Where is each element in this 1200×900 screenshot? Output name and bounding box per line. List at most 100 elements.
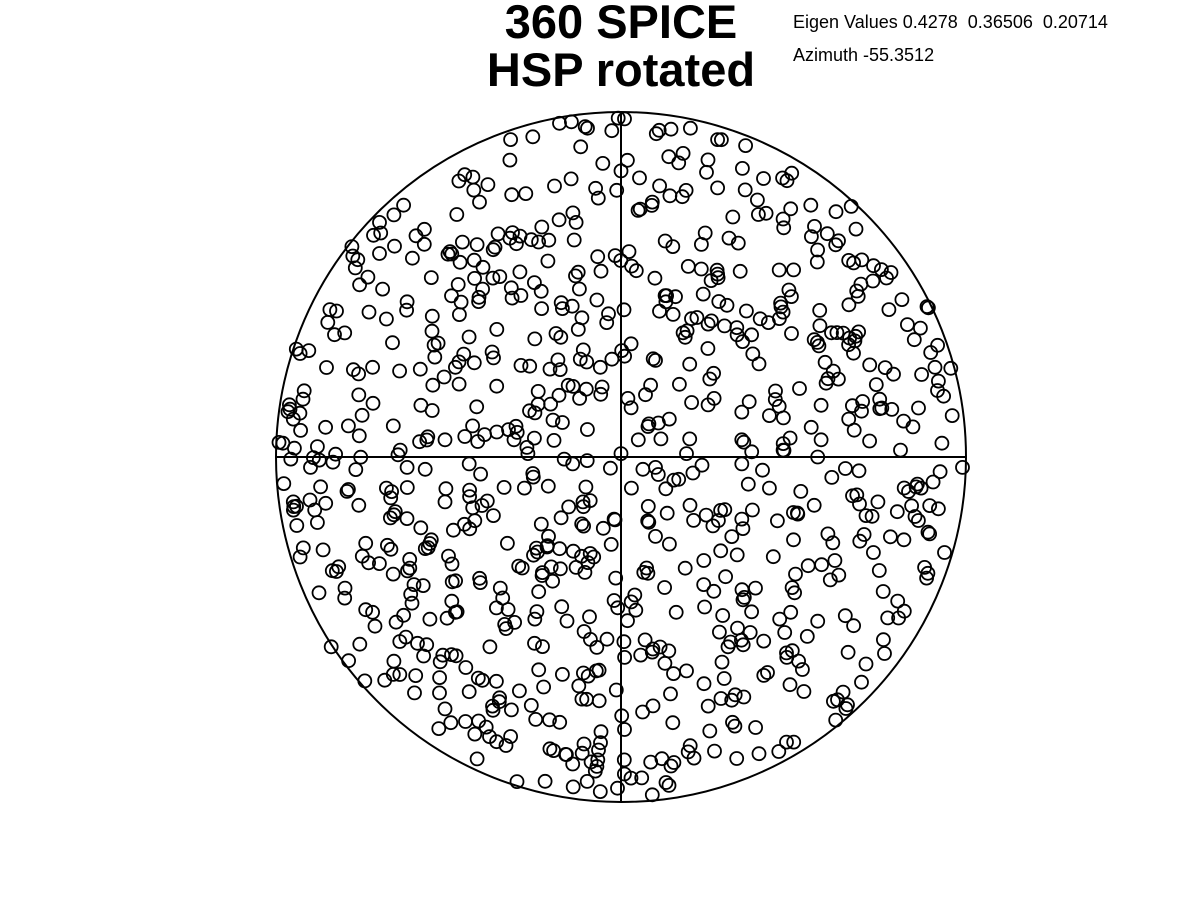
scatter-point: [533, 516, 549, 532]
scatter-point: [599, 631, 615, 647]
scatter-point: [531, 234, 546, 250]
scatter-point: [492, 269, 508, 285]
scatter-point: [426, 337, 442, 353]
scatter-point: [770, 513, 785, 529]
scatter-point: [838, 461, 853, 476]
chart-title: 360 SPICE HSP rotated: [421, 0, 821, 94]
scatter-point: [315, 542, 331, 558]
scatter-point: [489, 424, 505, 440]
scatter-point: [772, 311, 787, 327]
scatter-point: [416, 236, 432, 252]
scatter-point: [416, 221, 432, 237]
scatter-point: [337, 590, 353, 606]
chart-title-line-1: 360 SPICE: [504, 0, 738, 48]
scatter-point: [593, 724, 609, 740]
scatter-point: [693, 261, 709, 277]
scatter-point: [361, 304, 377, 320]
scatter-point: [475, 259, 491, 275]
scatter-point: [683, 120, 698, 136]
scatter-point: [700, 397, 716, 413]
scatter-point: [453, 294, 469, 310]
scatter-point: [591, 693, 607, 709]
scatter-point: [489, 321, 505, 337]
scatter-point: [783, 604, 799, 620]
scatter-point: [679, 446, 694, 462]
scatter-point: [542, 712, 557, 728]
scatter-point: [576, 518, 591, 534]
scatter-point: [716, 671, 732, 686]
scatter-point: [768, 383, 783, 399]
scatter-point: [623, 594, 639, 610]
scatter-point: [594, 379, 610, 395]
scatter-point: [575, 494, 591, 510]
scatter-point: [553, 329, 569, 345]
scatter-point: [803, 197, 819, 213]
scatter-point: [837, 608, 853, 624]
scatter-point: [907, 509, 923, 524]
scatter-point: [883, 529, 898, 545]
scatter-point: [329, 303, 344, 319]
scatter-point: [587, 763, 603, 779]
scatter-point: [555, 415, 570, 430]
scatter-point: [640, 513, 656, 529]
scatter-point: [793, 483, 809, 499]
scatter-point: [663, 121, 679, 137]
scatter-point: [668, 604, 684, 620]
scatter-point: [702, 723, 718, 739]
scatter-point: [751, 746, 767, 762]
scatter-point: [528, 712, 544, 727]
scatter-point: [781, 282, 797, 298]
scatter-point: [424, 308, 440, 324]
scatter-point: [896, 603, 912, 619]
scatter-point: [877, 646, 892, 661]
scatter-point: [358, 535, 374, 551]
scatter-point: [762, 480, 777, 496]
scatter-point: [724, 692, 740, 708]
scatter-point: [559, 613, 575, 629]
scatter-point: [889, 504, 905, 520]
scatter-point: [498, 621, 514, 636]
scatter-point: [319, 360, 334, 375]
scatter-point: [817, 354, 833, 370]
scatter-point: [905, 419, 921, 435]
scatter-point: [512, 683, 527, 699]
scatter-point: [340, 418, 356, 434]
scatter-point: [442, 244, 458, 260]
scatter-point: [487, 239, 503, 255]
scatter-point: [285, 494, 301, 510]
scatter-point: [438, 481, 454, 497]
scatter-point: [496, 479, 512, 495]
scatter-point: [662, 536, 677, 552]
scatter-point: [399, 480, 415, 495]
scatter-point: [450, 277, 466, 292]
scatter-point: [787, 585, 802, 601]
scatter-point: [858, 508, 874, 523]
scatter-point: [846, 618, 861, 634]
scatter-point: [871, 563, 887, 578]
scatter-point: [484, 344, 500, 360]
scatter-point: [831, 233, 846, 249]
scatter-point: [576, 624, 592, 639]
scatter-point: [666, 666, 681, 681]
scatter-point: [914, 367, 929, 382]
scatter-point: [384, 484, 400, 500]
scatter-point: [806, 497, 822, 513]
scatter-point: [555, 667, 570, 682]
scatter-point: [574, 516, 590, 532]
scatter-point: [748, 580, 763, 596]
scatter-point: [645, 351, 661, 367]
scatter-point: [489, 378, 505, 394]
scatter-point: [700, 316, 716, 332]
scatter-point: [488, 673, 504, 689]
scatter-point: [436, 369, 452, 385]
scatter-point: [358, 602, 374, 618]
scatter-point: [652, 178, 667, 194]
scatter-point: [485, 702, 501, 718]
scatter-point: [714, 654, 730, 670]
scatter-point: [730, 620, 745, 636]
scatter-point: [419, 432, 435, 448]
scatter-point: [710, 270, 726, 286]
scatter-point: [399, 511, 415, 526]
scatter-point: [648, 352, 663, 368]
scatter-point: [271, 434, 287, 450]
